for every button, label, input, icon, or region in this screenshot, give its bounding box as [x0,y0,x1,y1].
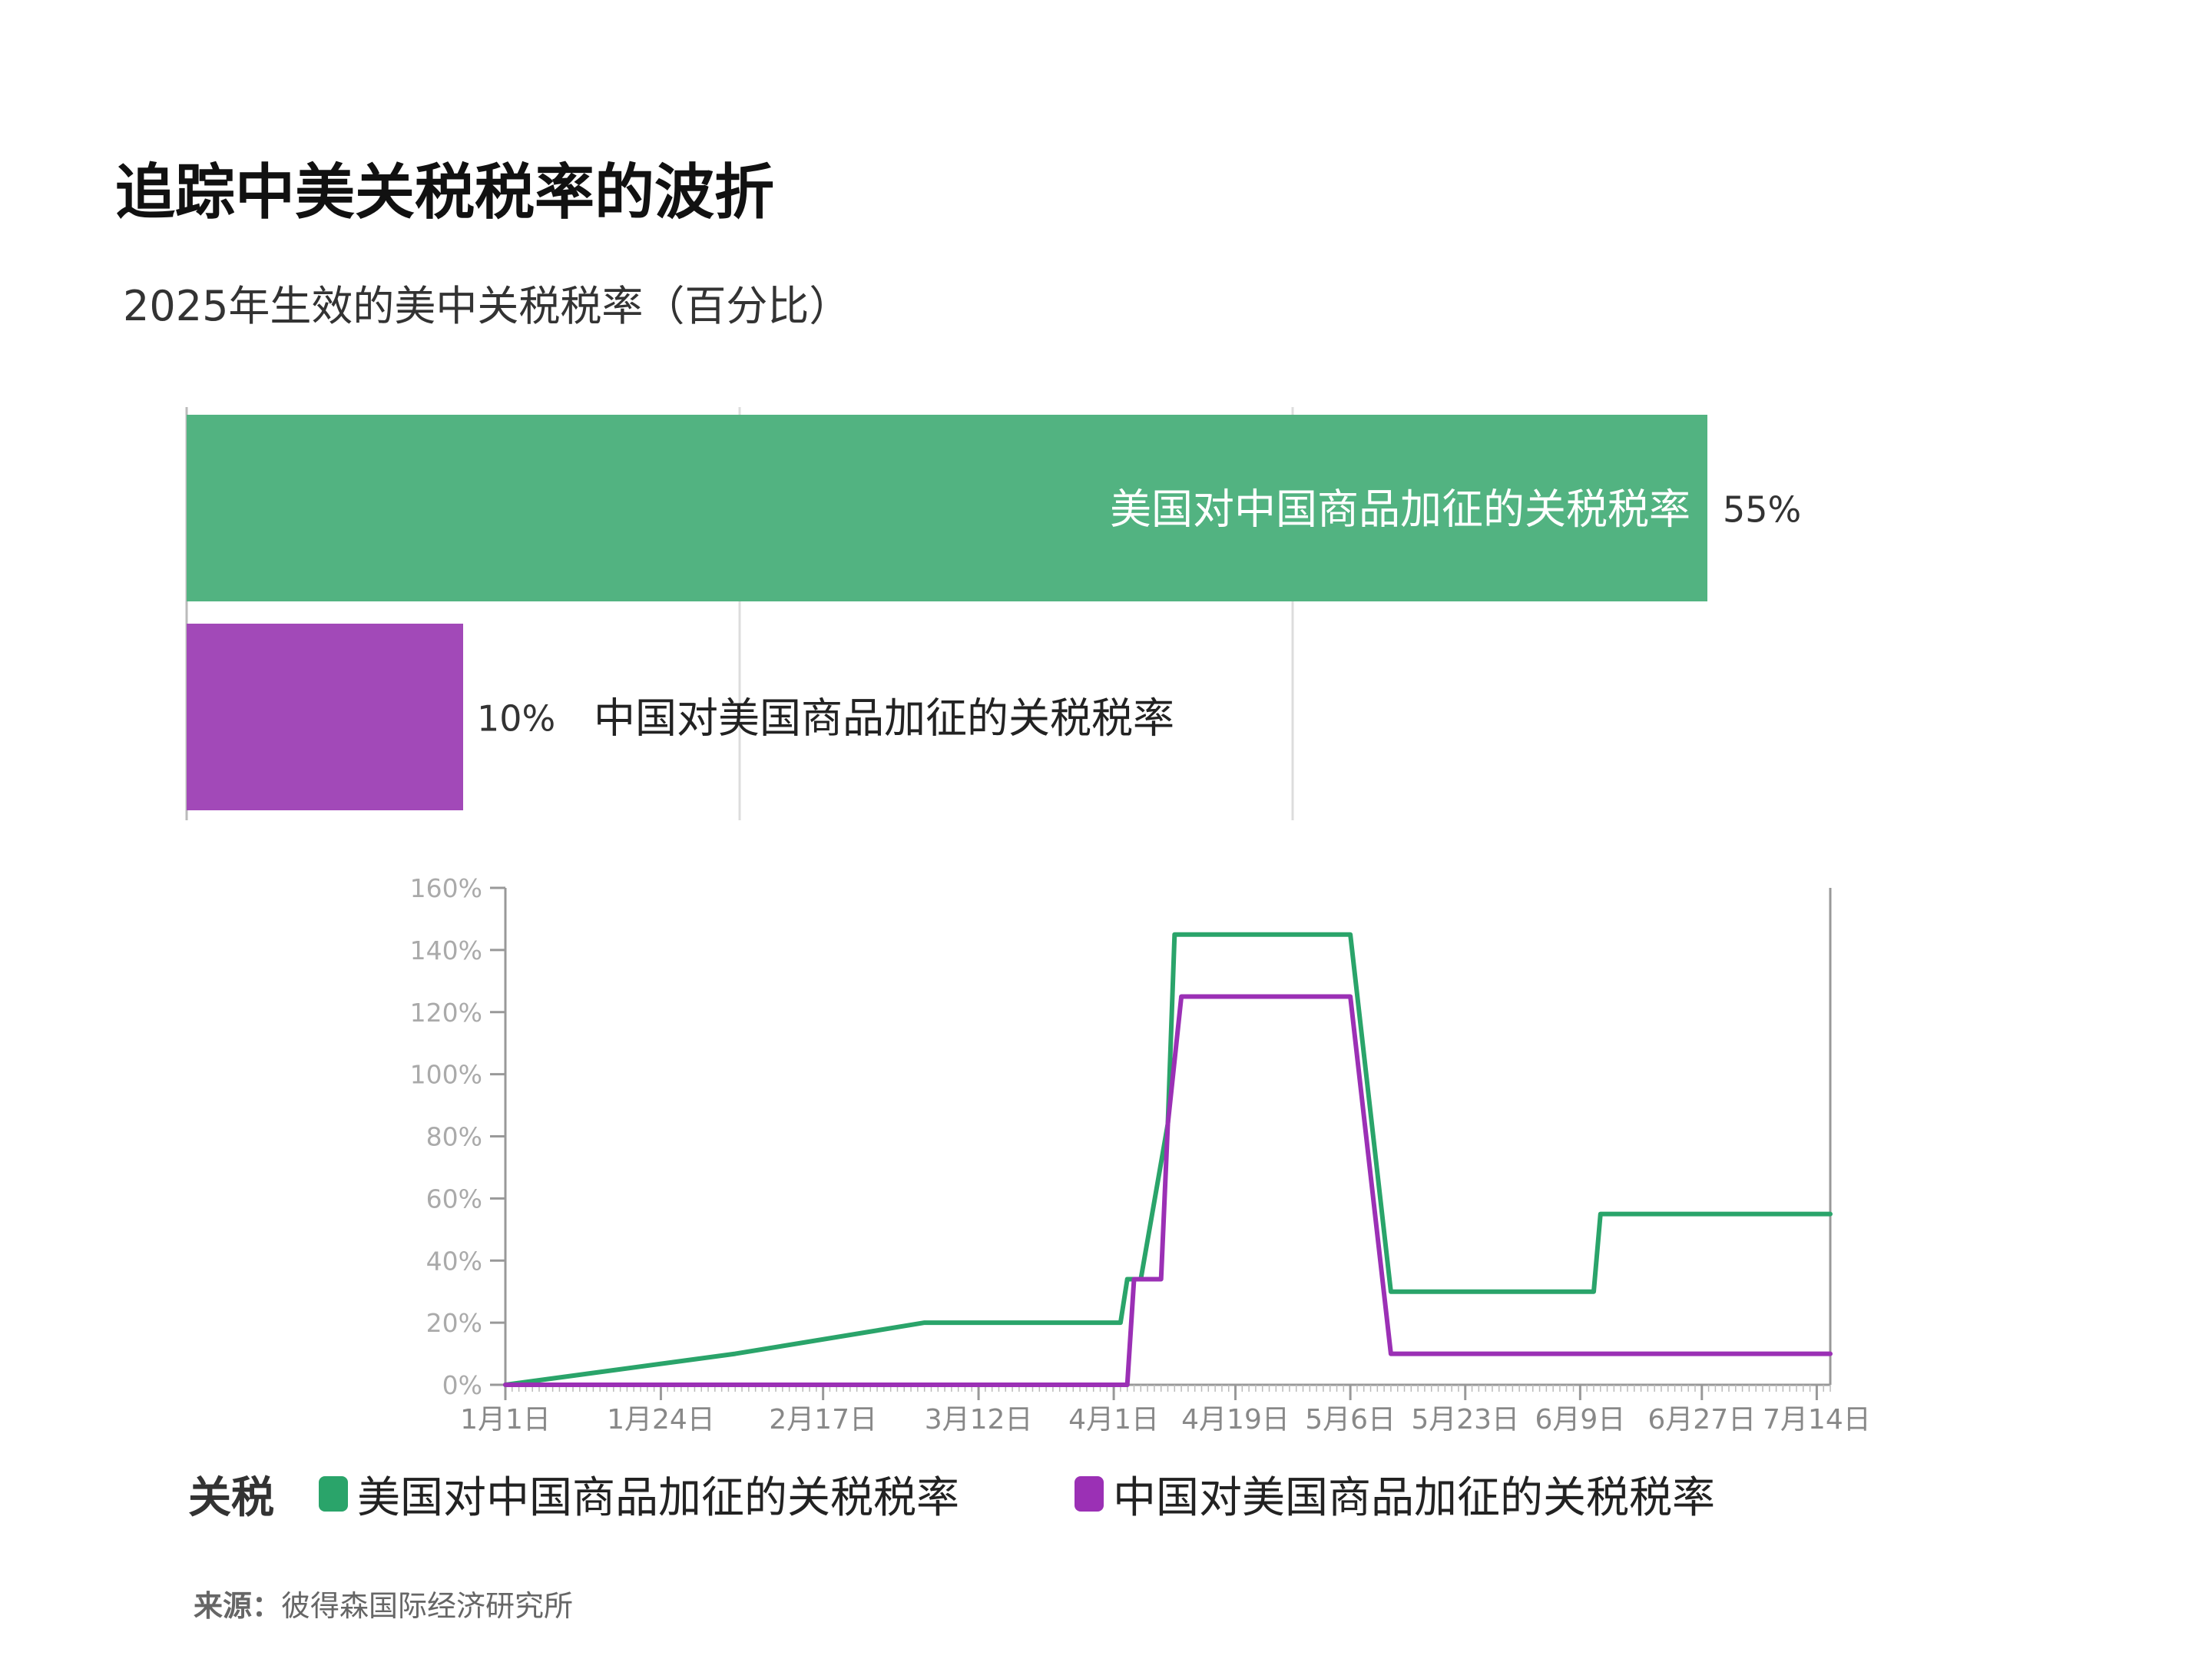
legend-label-us: 美国对中国商品加征的关税税率 [357,1472,959,1523]
x-tick-label: 3月12日 [925,1404,1033,1435]
source-label: 来源： [194,1589,282,1623]
y-tick-label: 140% [410,935,482,965]
legend-swatch-china [1075,1476,1104,1512]
x-tick-label: 5月23日 [1411,1404,1519,1435]
y-tick-label: 100% [410,1060,482,1090]
bar-value-label: 10% [477,698,555,740]
x-tick-label: 6月27日 [1647,1404,1756,1435]
legend: 关税 美国对中国商品加征的关税税率 中国对美国商品加征的关税税率 [188,1463,1830,1525]
y-tick-label: 40% [426,1246,482,1276]
y-tick-label: 160% [410,873,482,903]
bar [187,415,1707,601]
y-tick-label: 20% [426,1308,482,1338]
bar-value-label: 55% [1723,489,1801,531]
x-tick-label: 4月19日 [1181,1404,1290,1435]
bar-category-label: 美国对中国商品加征的关税税率 [1110,485,1690,534]
bar [187,624,463,810]
x-tick-label: 1月1日 [460,1404,551,1435]
legend-item-china: 中国对美国商品加征的关税税率 [1075,1463,1715,1525]
bar-chart: 美国对中国商品加征的关税税率 55% 10% 中国对美国商品加征的关税税率 [185,407,1801,820]
y-tick-label: 60% [426,1184,482,1214]
legend-item-us: 美国对中国商品加征的关税税率 [319,1463,959,1525]
source-note: 来源：彼得森国际经济研究所 [194,1582,573,1624]
legend-label-china: 中国对美国商品加征的关税税率 [1113,1472,1715,1523]
chart-subtitle: 2025年生效的美中关税税率（百分比） [123,282,851,330]
y-tick-label: 80% [426,1122,482,1152]
x-tick-label: 4月1日 [1068,1404,1159,1435]
x-tick-label: 7月14日 [1763,1404,1871,1435]
chart-title: 追踪中美关税税率的波折 [115,158,775,227]
y-tick-label: 0% [442,1370,482,1400]
series-line-china [503,994,1833,1387]
source-text: 彼得森国际经济研究所 [281,1589,574,1623]
x-tick-label: 6月9日 [1535,1404,1625,1435]
x-tick-label: 1月24日 [607,1404,715,1435]
x-tick-label: 5月6日 [1305,1404,1396,1435]
y-tick-label: 120% [410,998,482,1028]
legend-swatch-us [319,1476,348,1512]
x-tick-label: 2月17日 [769,1404,877,1435]
legend-title: 关税 [188,1472,274,1523]
bar-category-label: 中国对美国商品加征的关税税率 [594,694,1174,743]
line-chart: 0% 20% 40% 60% 80% 100% 120% 140% 160% 1月1日 1月24日 2… [410,873,1871,1435]
